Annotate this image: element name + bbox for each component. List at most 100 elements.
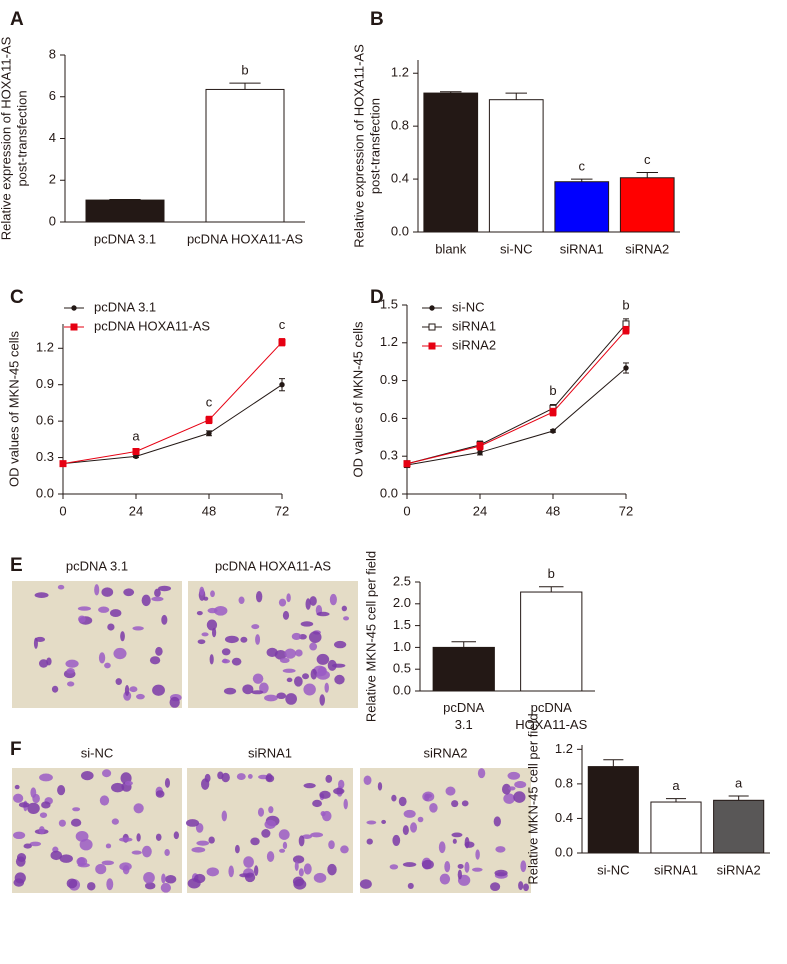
y-tick-label: 1.2 (36, 340, 54, 355)
panel-letter: B (370, 9, 384, 30)
cell (325, 774, 333, 783)
cell (95, 863, 107, 875)
cell (155, 790, 165, 798)
point (279, 382, 285, 388)
cell (452, 838, 457, 844)
line (406, 367, 627, 466)
cell (319, 694, 325, 706)
x-tick-label-line: 3.1 (455, 717, 473, 732)
y-tick-label: 0.4 (391, 171, 409, 186)
cell (303, 783, 316, 789)
cell (518, 881, 524, 891)
y-tick-label: 2 (49, 172, 56, 187)
cell (119, 837, 133, 842)
cell (87, 882, 96, 891)
cell (464, 837, 470, 849)
bar (619, 177, 675, 233)
line (62, 341, 283, 465)
cell (111, 782, 125, 793)
cell (451, 832, 463, 838)
y-axis-label: Relative MKN-45 cell per field (525, 713, 540, 884)
cell (341, 605, 347, 612)
cell (284, 648, 296, 659)
y-tick-label: 0.6 (36, 413, 54, 428)
cell (38, 659, 49, 668)
panel-letter: C (10, 287, 24, 308)
y-tick-label: 1.5 (393, 617, 411, 632)
cell (152, 684, 165, 696)
cell (475, 849, 480, 860)
cell (327, 863, 337, 876)
cell (251, 690, 264, 695)
cell (363, 775, 372, 786)
cell (310, 668, 318, 680)
cell (223, 687, 237, 695)
bar (85, 199, 165, 223)
legend-marker (428, 323, 436, 331)
x-tick-label: siRNA2 (717, 862, 761, 877)
x-tick-label-line: HOXA11-AS (515, 717, 587, 732)
cell (457, 863, 464, 869)
x-tick-label: 24 (473, 503, 487, 518)
cell (278, 598, 287, 607)
cell (51, 685, 59, 693)
cell (161, 873, 166, 884)
y-tick-label: 0.4 (555, 810, 573, 825)
cell (191, 847, 206, 853)
cell (39, 812, 48, 818)
cell (120, 631, 125, 642)
cell (477, 768, 486, 779)
cell (123, 588, 135, 597)
cell (319, 790, 331, 799)
cell (461, 800, 469, 807)
cell (403, 809, 416, 818)
cell (285, 693, 297, 705)
cell (231, 657, 242, 666)
cell (195, 823, 204, 833)
cell (217, 771, 224, 780)
y-axis-label: post-transfection (367, 98, 382, 194)
cell (149, 656, 161, 665)
cell (169, 696, 180, 708)
cell (471, 867, 483, 872)
cell (151, 596, 164, 602)
cell (327, 659, 337, 671)
cell (23, 843, 32, 849)
cell (292, 855, 305, 864)
cell (253, 865, 259, 876)
x-tick-label: pcDNA HOXA11-AS (187, 231, 303, 246)
x-tick-label: blank (435, 241, 467, 256)
cell (144, 882, 156, 890)
cell (513, 791, 526, 803)
point (59, 460, 67, 468)
cell (377, 782, 383, 791)
cell (417, 816, 424, 823)
x-tick-label: siRNA1 (654, 862, 698, 877)
cell (57, 784, 66, 796)
cell (209, 654, 214, 665)
significance-label: c (206, 395, 213, 410)
bar (488, 99, 544, 233)
cell (124, 780, 133, 786)
y-tick-label: 0.0 (36, 485, 54, 500)
point (205, 416, 213, 424)
cell (98, 606, 110, 613)
cell (298, 835, 305, 847)
cell (164, 848, 170, 857)
cell (429, 803, 438, 813)
cell (333, 787, 345, 795)
cell (266, 851, 275, 862)
cell (294, 676, 303, 687)
cell (199, 586, 205, 596)
x-tick-label: 72 (275, 503, 289, 518)
point (278, 338, 286, 346)
panel-letter: A (10, 9, 24, 30)
cell (501, 783, 511, 795)
y-tick-label: 0.9 (36, 376, 54, 391)
cell (196, 611, 203, 616)
cell (141, 594, 151, 607)
y-tick-label: 1.2 (380, 334, 398, 349)
cell (494, 869, 508, 877)
cell (15, 856, 26, 867)
